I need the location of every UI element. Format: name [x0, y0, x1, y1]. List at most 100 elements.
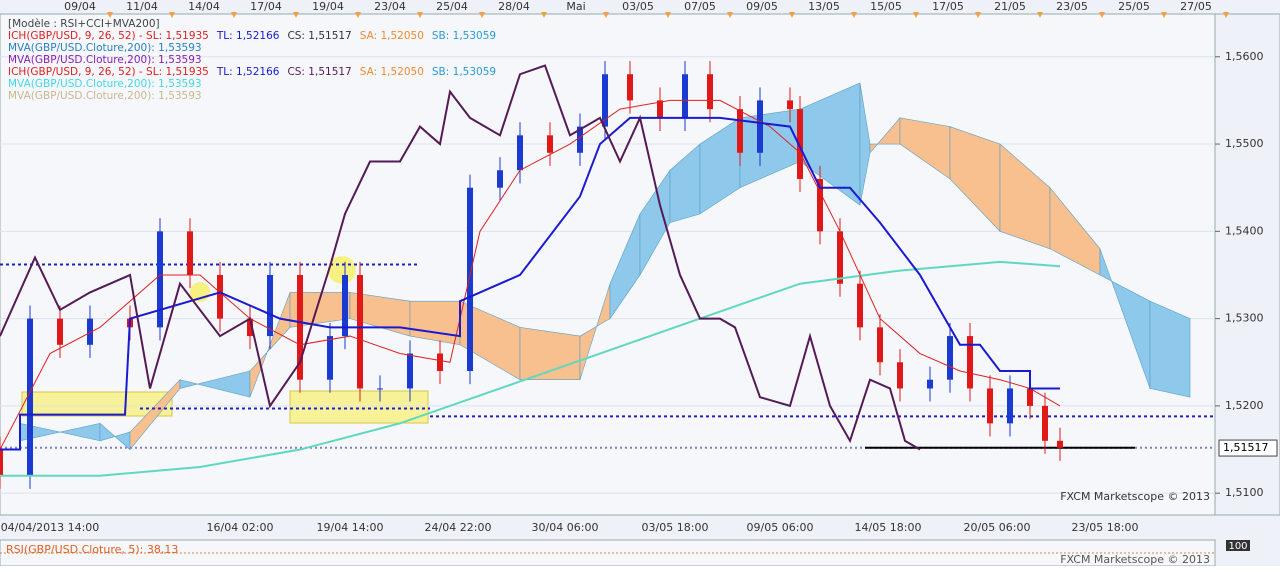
osc-top-label: 100	[1228, 541, 1247, 552]
candle-body	[0, 449, 3, 476]
legend-entry: ICH(GBP/USD, 9, 26, 52) - SL: 1,51935	[8, 66, 209, 78]
date-marker	[541, 12, 547, 18]
legend-entry: SA: 1,52050	[360, 30, 424, 42]
top-date-label: 09/04	[64, 0, 96, 13]
candle-body	[857, 283, 863, 328]
date-marker	[1223, 12, 1229, 18]
marks	[0, 56, 1215, 494]
y-tick-label: 1,5500	[1225, 137, 1264, 150]
price-axis	[1214, 13, 1280, 516]
date-marker	[603, 12, 609, 18]
top-date-label: 27/05	[1180, 0, 1212, 13]
legend-entry: MVA(GBP/USD.Cloture,200): 1,53593	[8, 42, 202, 54]
date-marker	[1161, 12, 1167, 18]
top-date-label: 15/05	[870, 0, 902, 13]
candle-body	[437, 353, 443, 371]
legend-entry: MVA(GBP/USD.Cloture,200): 1,53593	[8, 54, 202, 66]
x-tick-label: 16/04 02:00	[207, 521, 274, 534]
date-marker	[975, 12, 981, 18]
candle-body	[217, 274, 223, 319]
candle-body	[377, 388, 383, 390]
candle-body	[577, 126, 583, 153]
candle-body	[927, 379, 933, 389]
indicator-line	[0, 99, 1061, 450]
date-marker	[293, 12, 299, 18]
osc-top-box	[1226, 540, 1250, 551]
top-date-label: 23/04	[374, 0, 406, 13]
legend-entry: SB: 1,53059	[432, 66, 496, 78]
legend-entry: MVA(GBP/USD.Cloture,200): 1,53593	[8, 90, 202, 102]
date-marker	[417, 12, 423, 18]
y-tick-label: 1,5400	[1225, 224, 1264, 237]
date-marker	[913, 12, 919, 18]
last-price-box	[1218, 439, 1278, 457]
date-marker	[169, 12, 175, 18]
top-date-label: 25/04	[436, 0, 468, 13]
candle-body	[707, 74, 713, 110]
candle-body	[27, 318, 33, 476]
top-date-label: 28/04	[498, 0, 530, 13]
candle-body	[797, 109, 803, 179]
date-marker	[355, 12, 361, 18]
y-tick-label: 1,5100	[1225, 486, 1264, 499]
candle-body	[967, 336, 973, 389]
candle-body	[897, 362, 903, 389]
oscillator-label: RSI(GBP/USD.Cloture, 5): 38,13	[6, 543, 178, 556]
x-tick-label: 20/05 06:00	[964, 521, 1031, 534]
candle-body	[877, 327, 883, 363]
candle-body	[657, 100, 663, 118]
top-date-label: 23/05	[1056, 0, 1088, 13]
candle-body	[467, 187, 473, 371]
candle-body	[1027, 388, 1033, 406]
candle-body	[987, 388, 993, 424]
top-date-label: 25/05	[1118, 0, 1150, 13]
top-date-label: 21/05	[994, 0, 1026, 13]
candle-body	[327, 336, 333, 380]
x-tick-label: 23/05 18:00	[1072, 521, 1139, 534]
top-date-label: 03/05	[622, 0, 654, 13]
top-date-label: 14/04	[188, 0, 220, 13]
candle-body	[817, 178, 823, 232]
date-marker	[479, 12, 485, 18]
candle-body	[1007, 388, 1013, 424]
candle-body	[247, 318, 253, 337]
candle-body	[267, 274, 273, 337]
candle-body	[737, 109, 743, 153]
legend-entry: [Modèle : RSI+CCI+MVA200]	[8, 18, 160, 30]
legend-entry: CS: 1,51517	[287, 66, 351, 78]
candle-body	[57, 318, 63, 345]
legend-entry: MVA(GBP/USD.Cloture,200): 1,53593	[8, 78, 202, 90]
y-tick-label: 1,5200	[1225, 399, 1264, 412]
top-date-label: 19/04	[312, 0, 344, 13]
top-date-label: 17/04	[250, 0, 282, 13]
y-tick-label: 1,5300	[1225, 312, 1264, 325]
watermark: FXCM Marketscope © 2013	[1060, 553, 1210, 566]
indicator-line	[0, 116, 1060, 451]
top-date-label: Mai	[566, 0, 585, 13]
candle-body	[682, 74, 688, 118]
candle-body	[497, 170, 503, 188]
date-marker	[231, 12, 237, 18]
top-date-label: 17/05	[932, 0, 964, 13]
candle-body	[947, 336, 953, 380]
candle-body	[602, 74, 608, 127]
candle-body	[342, 274, 348, 337]
date-marker	[1099, 12, 1105, 18]
x-tick-label: 14/05 18:00	[855, 521, 922, 534]
date-marker	[665, 12, 671, 18]
top-date-label: 09/05	[746, 0, 778, 13]
legend-entry: TL: 1,52166	[216, 30, 280, 42]
legend-entry: ICH(GBP/USD, 9, 26, 52) - SL: 1,51935	[8, 30, 209, 42]
legend-entry: CS: 1,51517	[287, 30, 351, 42]
x-tick-label: 24/04 22:00	[425, 521, 492, 534]
candle-body	[757, 100, 763, 153]
candle-body	[517, 135, 523, 171]
date-marker	[107, 12, 113, 18]
candle-body	[1042, 405, 1048, 441]
candle-body	[837, 231, 843, 284]
date-marker	[789, 12, 795, 18]
y-tick-label: 1,5600	[1225, 50, 1264, 63]
x-tick-label: 04/04/2013 14:00	[1, 521, 100, 534]
indicator-line	[0, 64, 921, 451]
